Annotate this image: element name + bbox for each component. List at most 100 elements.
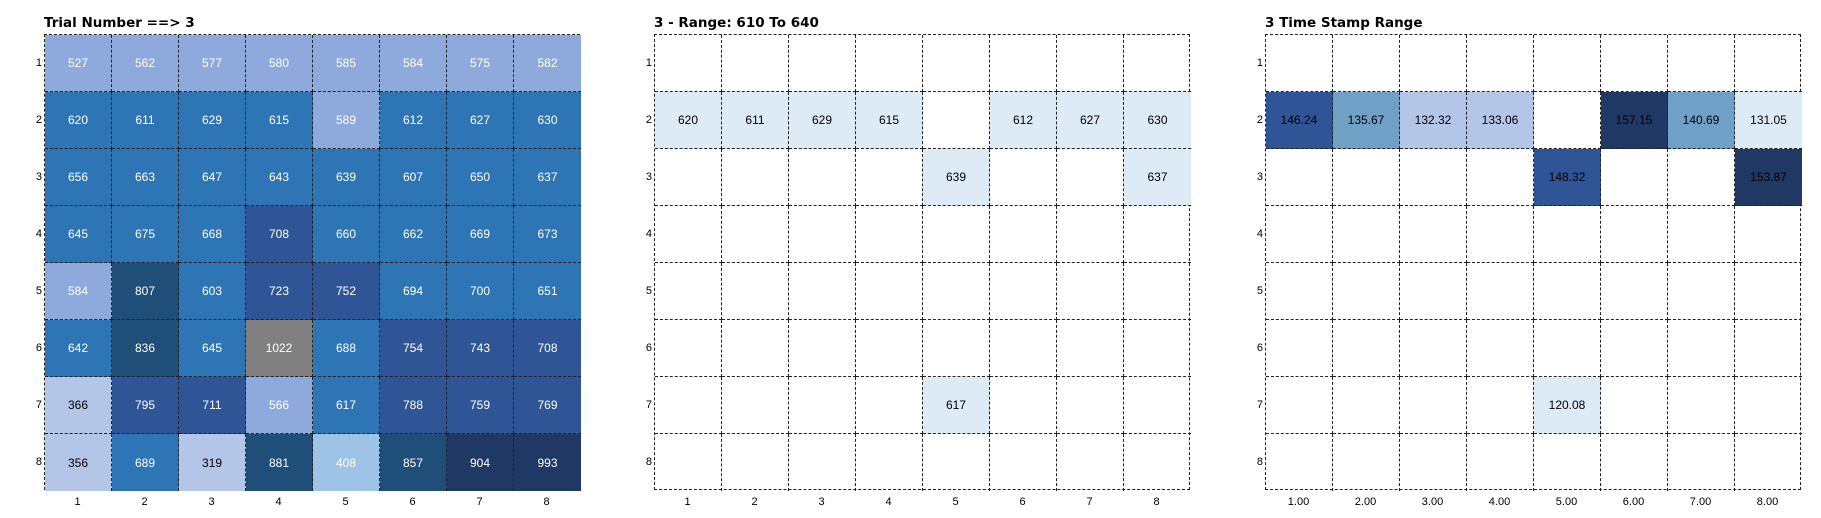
row-tick-label: 6 xyxy=(35,341,42,354)
row-tick-label: 5 xyxy=(35,284,42,297)
column-tick-label: 3 xyxy=(818,496,825,508)
heatmap-cell xyxy=(1400,434,1467,491)
heatmap-cell xyxy=(655,263,722,320)
heatmap-cell xyxy=(1735,206,1802,263)
heatmap-cell xyxy=(923,206,990,263)
chart-title: Trial Number ==> 3 xyxy=(44,15,195,31)
heatmap-cell xyxy=(722,149,789,206)
row-tick-label: 2 xyxy=(645,113,652,126)
column-tick-label: 1.00 xyxy=(1287,496,1310,508)
heatmap-cell xyxy=(1534,35,1601,92)
heatmap-cell-value: 620 xyxy=(655,92,722,149)
heatmap-cell xyxy=(655,320,722,377)
heatmap-cell-value: 146.24 xyxy=(1266,92,1333,149)
heatmap-cell xyxy=(1266,320,1333,377)
heatmap-cell xyxy=(1467,320,1534,377)
heatmap-cell xyxy=(655,206,722,263)
heatmap-cell-value: 603 xyxy=(179,263,246,320)
heatmap-cell-value: 356 xyxy=(45,434,112,491)
row-tick-label: 1 xyxy=(1256,56,1263,69)
row-tick-label: 7 xyxy=(645,398,652,411)
heatmap-cell-value: 807 xyxy=(112,263,179,320)
heatmap-cell-value: 366 xyxy=(45,377,112,434)
column-tick-label: 1 xyxy=(684,496,691,508)
heatmap-cell xyxy=(1601,149,1668,206)
heatmap-cell-value: 643 xyxy=(246,149,313,206)
heatmap-cell xyxy=(923,35,990,92)
heatmap-cell-value: 795 xyxy=(112,377,179,434)
heatmap-cell-value: 617 xyxy=(313,377,380,434)
heatmap-cell xyxy=(856,434,923,491)
heatmap-cell xyxy=(789,35,856,92)
heatmap-cell-value: 589 xyxy=(313,92,380,149)
heatmap-cell xyxy=(655,35,722,92)
heatmap-cell xyxy=(1124,35,1191,92)
heatmap-cell xyxy=(1333,206,1400,263)
heatmap-cell xyxy=(1400,377,1467,434)
heatmap-cell-value: 857 xyxy=(380,434,447,491)
heatmap-cell xyxy=(789,434,856,491)
heatmap-cell-value: 585 xyxy=(313,35,380,92)
heatmap-cell xyxy=(923,320,990,377)
heatmap-cell-value: 651 xyxy=(514,263,581,320)
heatmap-cell xyxy=(789,377,856,434)
heatmap-cell-value: 630 xyxy=(1124,92,1191,149)
heatmap-cell-value: 133.06 xyxy=(1467,92,1534,149)
heatmap-cell-value: 639 xyxy=(313,149,380,206)
heatmap-cell-value: 639 xyxy=(923,149,990,206)
heatmap-cell xyxy=(1333,35,1400,92)
heatmap-cell-value: 836 xyxy=(112,320,179,377)
row-tick-label: 4 xyxy=(1256,227,1263,240)
heatmap-cell xyxy=(1735,377,1802,434)
heatmap-cell-value: 319 xyxy=(179,434,246,491)
heatmap-cell xyxy=(1124,263,1191,320)
heatmap-cell-value: 650 xyxy=(447,149,514,206)
heatmap-cell-value: 629 xyxy=(789,92,856,149)
heatmap-cell xyxy=(1467,377,1534,434)
heatmap-cell-value: 675 xyxy=(112,206,179,263)
heatmap-cell xyxy=(1124,377,1191,434)
heatmap-cell-value: 575 xyxy=(447,35,514,92)
heatmap-cell xyxy=(1057,35,1124,92)
heatmap-cell-value: 689 xyxy=(112,434,179,491)
heatmap-cell xyxy=(655,149,722,206)
column-tick-label: 8 xyxy=(1153,496,1160,508)
heatmap-cell-value: 669 xyxy=(447,206,514,263)
heatmap-cell-value: 637 xyxy=(1124,149,1191,206)
heatmap-cell xyxy=(722,434,789,491)
heatmap-cell xyxy=(1467,434,1534,491)
heatmap-cell-value: 562 xyxy=(112,35,179,92)
row-tick-label: 3 xyxy=(1256,170,1263,183)
heatmap-cell xyxy=(1266,149,1333,206)
heatmap-cell-value: 408 xyxy=(313,434,380,491)
heatmap-cell-value: 656 xyxy=(45,149,112,206)
heatmap-cell-value: 708 xyxy=(246,206,313,263)
chart-title: 3 Time Stamp Range xyxy=(1265,15,1423,31)
heatmap-cell xyxy=(1668,434,1735,491)
column-tick-label: 2 xyxy=(141,496,148,508)
row-tick-label: 4 xyxy=(35,227,42,240)
heatmap-cell-value: 694 xyxy=(380,263,447,320)
heatmap-cell-value: 580 xyxy=(246,35,313,92)
heatmap-cell xyxy=(1534,92,1601,149)
row-tick-label: 6 xyxy=(645,341,652,354)
row-tick-label: 1 xyxy=(645,56,652,69)
heatmap-cell xyxy=(1735,263,1802,320)
heatmap-cell-value: 132.32 xyxy=(1400,92,1467,149)
column-tick-label: 6 xyxy=(409,496,416,508)
row-tick-label: 3 xyxy=(645,170,652,183)
heatmap-cell-value: 577 xyxy=(179,35,246,92)
heatmap-cell xyxy=(1534,320,1601,377)
heatmap-cell xyxy=(1467,263,1534,320)
heatmap-cell xyxy=(1534,434,1601,491)
heatmap-cell xyxy=(1266,263,1333,320)
heatmap-cell xyxy=(1735,434,1802,491)
heatmap-cell xyxy=(856,149,923,206)
heatmap-cell xyxy=(1601,35,1668,92)
heatmap-cell xyxy=(1467,149,1534,206)
heatmap-cell-value: 673 xyxy=(514,206,581,263)
heatmap-cell-value: 627 xyxy=(447,92,514,149)
heatmap-cell xyxy=(856,377,923,434)
column-tick-label: 4 xyxy=(275,496,282,508)
heatmap-cell xyxy=(1467,206,1534,263)
